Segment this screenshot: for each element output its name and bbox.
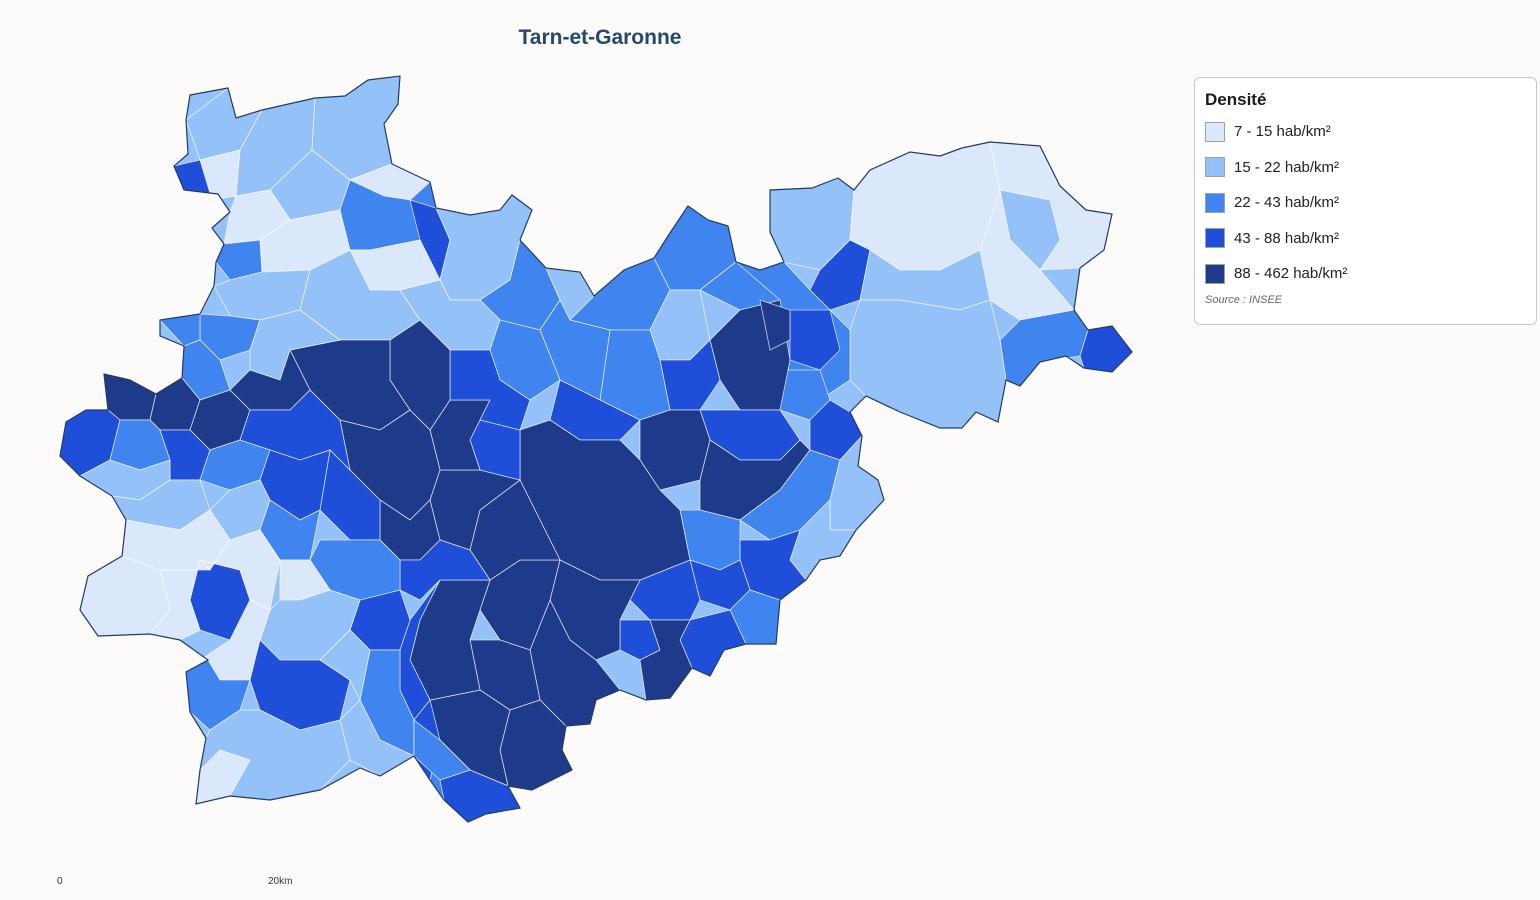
- department-boundary: [59, 75, 1133, 823]
- legend-item: 43 - 88 hab/km²: [1205, 221, 1526, 257]
- scale-start-label: 0: [57, 876, 63, 887]
- legend-swatch: [1205, 263, 1225, 284]
- legend-swatch: [1205, 192, 1225, 213]
- commune-area[interactable]: [849, 141, 1001, 271]
- source-note: Source : INSEE: [1205, 293, 1283, 306]
- commune-area[interactable]: [979, 188, 1075, 321]
- legend-label: 7 - 15 hab/km²: [1234, 123, 1331, 141]
- commune-area[interactable]: [413, 719, 471, 781]
- legend-label: 15 - 22 hab/km²: [1234, 158, 1340, 176]
- commune-area[interactable]: [849, 299, 1007, 429]
- commune-area[interactable]: [399, 539, 491, 601]
- commune-area[interactable]: [1079, 325, 1132, 373]
- legend-item: 15 - 22 hab/km²: [1205, 150, 1526, 186]
- scale-end-label: 20km: [268, 876, 293, 887]
- communes-layer: [60, 76, 1132, 822]
- legend-item: 88 - 462 hab/km²: [1205, 256, 1526, 292]
- legend-item: 7 - 15 hab/km²: [1205, 114, 1526, 150]
- commune-area[interactable]: [759, 299, 791, 351]
- legend-label: 88 - 462 hab/km²: [1234, 265, 1348, 283]
- legend-swatch: [1205, 228, 1225, 249]
- legend-panel: Densité 7 - 15 hab/km² 15 - 22 hab/km² 2…: [1194, 77, 1537, 325]
- legend-label: 43 - 88 hab/km²: [1234, 229, 1340, 247]
- legend-title: Densité: [1205, 90, 1267, 109]
- commune-area[interactable]: [449, 349, 531, 431]
- commune-area[interactable]: [789, 309, 841, 371]
- commune-area[interactable]: [185, 659, 251, 731]
- commune-area[interactable]: [319, 629, 371, 702]
- legend-item: 22 - 43 hab/km²: [1205, 185, 1526, 221]
- legend-swatch: [1205, 157, 1225, 178]
- legend-label: 22 - 43 hab/km²: [1234, 194, 1340, 212]
- map-title: Tarn-et-Garonne: [518, 26, 682, 49]
- legend-swatch: [1205, 121, 1225, 142]
